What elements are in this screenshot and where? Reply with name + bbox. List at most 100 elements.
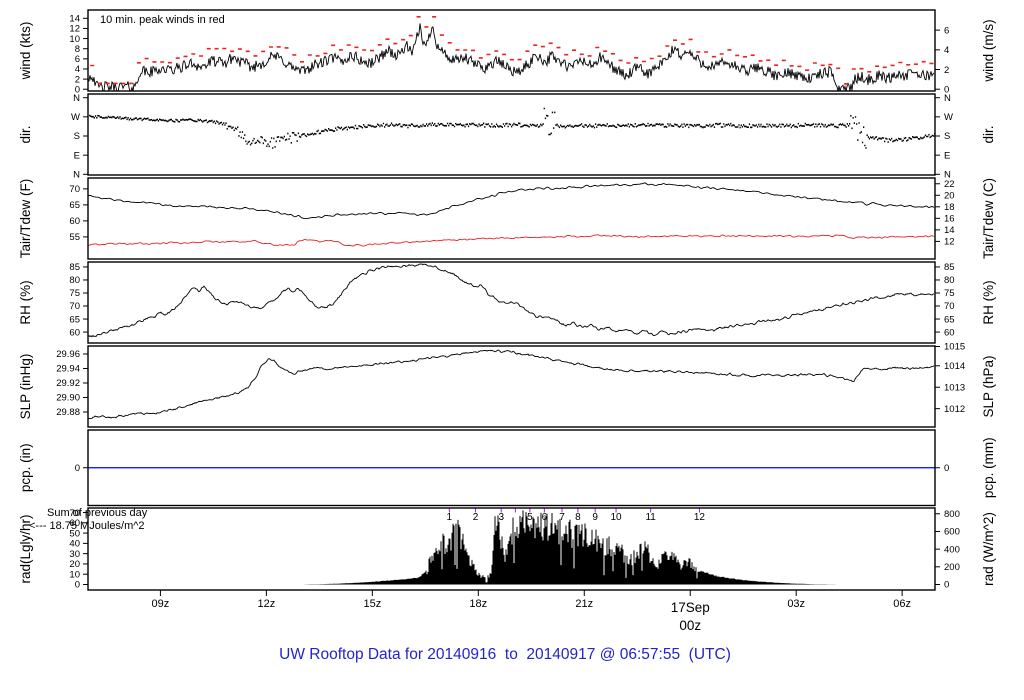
x-tick-label: 15z [363, 598, 381, 610]
left-tick-label: 29.94 [56, 364, 80, 375]
left-tick-label: 75 [69, 288, 80, 299]
right-tick-label: 22 [944, 179, 955, 190]
x-tick-label: 06z [893, 598, 911, 610]
left-tick-label: 30 [69, 549, 80, 560]
right-tick-label: N [944, 170, 951, 181]
panel-wind: 10 min. peak winds in red024681012140246… [18, 9, 996, 95]
left-tick-label: 65 [69, 314, 80, 325]
left-tick-label: 70 [69, 301, 80, 312]
rad-sum-annotation-line1: Sum of previous day [47, 507, 148, 519]
series-tdew [88, 234, 935, 247]
right-tick-label: 800 [944, 509, 960, 520]
rad-mjoule-label: 9 [592, 512, 598, 523]
series-wind-10min-peak [90, 16, 934, 85]
right-axis-title-rad: rad (W/m^2) [981, 512, 996, 586]
right-tick-label: 1012 [944, 404, 965, 415]
right-axis-title-pcp: pcp. (mm) [981, 437, 996, 498]
rad-mjoule-label: 11 [645, 512, 656, 523]
series-wind-direction [89, 107, 935, 149]
left-tick-label: 12 [69, 24, 80, 35]
left-tick-label: 2 [75, 74, 80, 85]
left-tick-label: N [73, 170, 80, 181]
left-axis-title-tair_tdew: Tair/Tdew (F) [18, 179, 33, 259]
x-tick-label: 03z [787, 598, 805, 610]
series-wind-avg [88, 23, 935, 91]
right-tick-label: 600 [944, 527, 960, 538]
left-tick-label: 80 [69, 275, 80, 286]
right-tick-label: 0 [944, 580, 949, 591]
chart-title: UW Rooftop Data for 20140916 to 20140917… [279, 646, 731, 663]
left-tick-label: 55 [69, 232, 80, 243]
left-tick-label: 29.88 [56, 407, 80, 418]
right-tick-label: 200 [944, 562, 960, 573]
panel-rh: 60 65 70 75 80 85 60 65 70 75 80 85 RH (%) RH (%) [18, 261, 996, 344]
left-tick-label: 60 [69, 216, 80, 227]
rad-mjoule-label: 3 [498, 512, 504, 523]
right-tick-label: 60 [944, 327, 955, 338]
left-axis-title-dir: dir. [18, 125, 33, 143]
left-tick-label: 10 [69, 569, 80, 580]
panel-wind-plot-area [88, 16, 935, 91]
right-tick-label: 12 [944, 237, 955, 248]
right-axis-title-rh: RH (%) [981, 280, 996, 324]
left-tick-label: W [71, 112, 80, 123]
left-tick-label: N [73, 93, 80, 104]
right-tick-label: 85 [944, 262, 955, 273]
rad-sum-annotation-line2: <--- 18.75 MJoules/m^2 [29, 520, 145, 532]
left-tick-label: 40 [69, 539, 80, 550]
rad-mjoule-label: 8 [575, 512, 581, 523]
x-axis: 09z 12z 15z 18z 21z 17Sep 00z 03z 06z [152, 590, 911, 633]
right-tick-label: E [944, 150, 950, 161]
wind-peak-annotation: 10 min. peak winds in red [100, 14, 225, 26]
right-tick-label: 2 [944, 65, 949, 76]
right-tick-label: 20 [944, 191, 955, 202]
panel-slp: 29.88 29.90 29.92 29.94 29.96 1012 1013 1014 101… [18, 342, 996, 428]
right-axis-title-slp: SLP (hPa) [981, 355, 996, 417]
left-tick-label: 85 [69, 262, 80, 273]
panel-slp-plot-area [88, 349, 935, 420]
right-tick-label: N [944, 93, 951, 104]
rad-mjoule-label: 12 [694, 512, 706, 523]
right-tick-label: 0 [944, 463, 949, 474]
panel-wind-border [87, 9, 936, 92]
panel-rad-plot-area [304, 510, 836, 585]
left-tick-label: 6 [75, 54, 80, 65]
left-tick-label: 29.92 [56, 378, 80, 389]
right-tick-label: 75 [944, 288, 955, 299]
rad-mjoule-label: 7 [559, 512, 565, 523]
panel-rh-plot-area [88, 263, 935, 338]
panel-tair_tdew-border [87, 177, 936, 260]
x-tick-label: 21z [575, 598, 593, 610]
panel-pcp: 0 0 pcp. (in) pcp. (mm) [18, 429, 996, 507]
left-tick-label: S [74, 131, 80, 142]
x-tick-label-date: 17Sep [671, 600, 710, 615]
left-tick-label: 0 [75, 84, 80, 95]
x-tick-label-date2: 00z [679, 618, 701, 633]
left-tick-label: 50 [69, 528, 80, 539]
right-tick-label: 1015 [944, 342, 965, 353]
right-tick-label: S [944, 131, 950, 142]
left-tick-label: 20 [69, 559, 80, 570]
right-tick-label: 65 [944, 314, 955, 325]
left-tick-label: 70 [69, 508, 80, 519]
series-relative-humidity [88, 263, 935, 338]
left-axis-title-pcp: pcp. (in) [18, 443, 33, 492]
right-axis-title-wind: wind (m/s) [981, 19, 996, 82]
right-tick-label: 6 [944, 25, 949, 36]
panel-tair_tdew-plot-area [88, 182, 935, 247]
left-tick-label: 10 [69, 34, 80, 45]
panel-rh-border [87, 261, 936, 344]
right-tick-label: 400 [944, 544, 960, 555]
x-tick-label: 12z [257, 598, 275, 610]
right-axis-title-tair_tdew: Tair/Tdew (C) [981, 178, 996, 259]
x-tick-label: 09z [152, 598, 170, 610]
panel-rad: Sum of previous day<--- 18.75 MJoules/m^… [18, 507, 996, 591]
rad-mjoule-label: 6 [542, 512, 548, 523]
right-tick-label: 16 [944, 214, 955, 225]
left-tick-label: 60 [69, 327, 80, 338]
right-tick-label: 70 [944, 301, 955, 312]
rad-mjoule-label: 1 [447, 512, 453, 523]
